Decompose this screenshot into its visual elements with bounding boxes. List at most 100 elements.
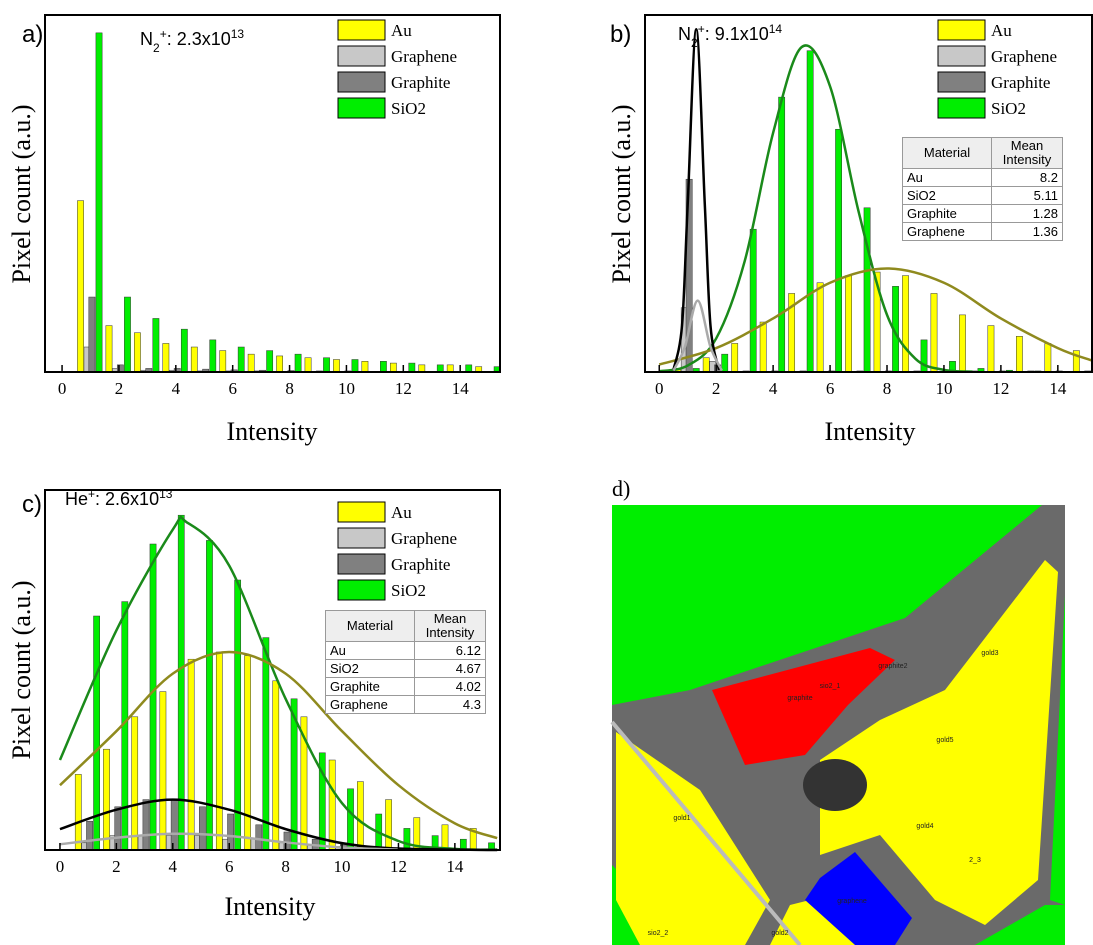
table-row: Au8.2 [903, 169, 1063, 187]
bar [244, 656, 250, 850]
bar [760, 322, 766, 372]
x-tick-label: 14 [1049, 379, 1067, 398]
x-tick-label: 6 [225, 857, 234, 876]
legend-label: SiO2 [991, 99, 1026, 118]
table-header: Material [903, 138, 992, 169]
legend-swatch [338, 98, 385, 118]
legend-label: SiO2 [391, 99, 426, 118]
region-label: graphene [837, 898, 867, 905]
panel: a)02468101214IntensityPixel count (a.u.)… [7, 15, 500, 446]
table-cell: 4.3 [415, 696, 486, 714]
table-row: Graphene4.3 [326, 696, 486, 714]
x-axis-title: Intensity [225, 892, 316, 921]
table-cell: Graphite [326, 678, 415, 696]
annotation-part: : 9.1x10 [705, 24, 769, 44]
y-axis-title: Pixel count (a.u.) [607, 104, 636, 283]
x-tick-label: 6 [228, 379, 237, 398]
table-row: SiO25.11 [903, 187, 1063, 205]
bar [807, 51, 813, 372]
bar [409, 363, 415, 372]
annotation-part: + [160, 27, 167, 41]
table-cell: Graphite [903, 205, 992, 223]
table-cell: 5.11 [992, 187, 1063, 205]
bar [921, 340, 927, 372]
region [803, 759, 867, 811]
legend-label: Graphite [391, 555, 450, 574]
table-cell: Au [903, 169, 992, 187]
legend-swatch [338, 554, 385, 574]
x-tick-label: 0 [58, 379, 67, 398]
bar [228, 814, 234, 850]
bar [248, 354, 254, 372]
bar [150, 544, 156, 850]
table-header: Mean Intensity [415, 611, 486, 642]
bar [419, 365, 425, 372]
bar [86, 821, 92, 850]
bar [103, 749, 109, 850]
bar [380, 361, 386, 372]
annotation-part: He [65, 489, 88, 509]
annotation: He+: 2.6x1013 [65, 487, 173, 509]
table-cell: 4.02 [415, 678, 486, 696]
bar [390, 363, 396, 372]
table-cell: 1.36 [992, 223, 1063, 241]
region-label: gold2 [771, 930, 788, 937]
bar [357, 782, 363, 850]
legend-swatch [338, 580, 385, 600]
bar [75, 774, 81, 850]
x-tick-label: 12 [992, 379, 1009, 398]
table-row: SiO24.67 [326, 660, 486, 678]
bar [115, 807, 121, 850]
x-tick-label: 10 [935, 379, 952, 398]
bar [305, 358, 311, 372]
bar [959, 315, 965, 372]
x-tick-label: 6 [826, 379, 835, 398]
x-axis-title: Intensity [227, 417, 318, 446]
panel-label: b) [610, 21, 631, 48]
bar [199, 807, 205, 850]
annotation-part: 2 [691, 36, 698, 50]
bar [447, 365, 453, 372]
bar [220, 351, 226, 372]
bar [117, 365, 123, 372]
panel-label: c) [22, 491, 42, 518]
legend-swatch [338, 72, 385, 92]
bar [750, 229, 756, 372]
bar [347, 789, 353, 850]
table-header: Mean Intensity [992, 138, 1063, 169]
region-label: sio2_1 [820, 683, 841, 690]
bar [163, 343, 169, 372]
bar [106, 326, 112, 372]
legend-label: Au [391, 503, 412, 522]
legend-label: SiO2 [391, 581, 426, 600]
table-cell: SiO2 [903, 187, 992, 205]
annotation: N2+: 2.3x1013 [140, 27, 244, 55]
legend-label: Graphene [391, 47, 457, 66]
legend-label: Au [391, 21, 412, 40]
bar [352, 360, 358, 372]
bar [295, 354, 301, 372]
legend-swatch [338, 528, 385, 548]
region-label: graphite2 [878, 663, 907, 670]
bar [210, 340, 216, 372]
bar [132, 717, 138, 850]
bar [1016, 336, 1022, 372]
bar [333, 360, 339, 372]
bar [256, 825, 262, 850]
bar [263, 638, 269, 850]
region-label: gold4 [916, 823, 933, 830]
legend-label: Graphite [991, 73, 1050, 92]
bar [442, 825, 448, 850]
region-label: sio2_2 [648, 930, 669, 937]
x-tick-label: 8 [281, 857, 290, 876]
bar [96, 33, 102, 372]
bar [703, 358, 709, 372]
x-tick-label: 10 [334, 857, 351, 876]
bar [404, 828, 410, 850]
figure: a)02468101214IntensityPixel count (a.u.)… [0, 0, 1093, 945]
